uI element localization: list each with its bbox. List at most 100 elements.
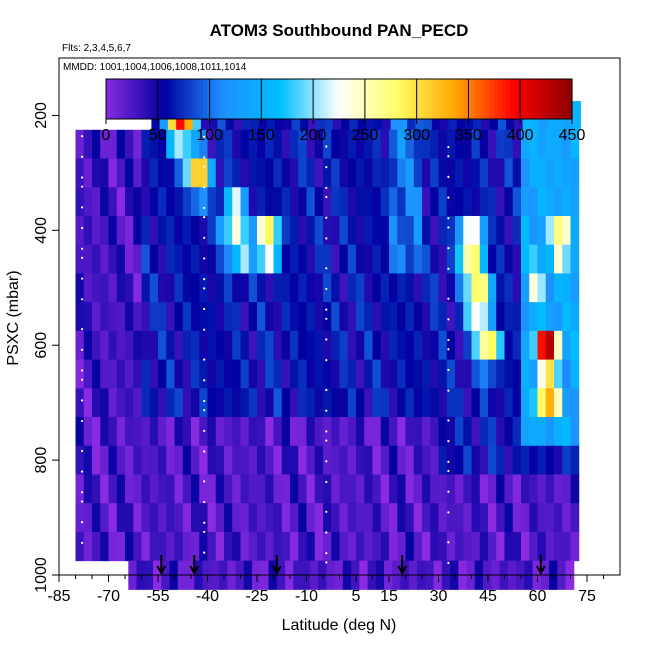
heatmap-cell [364,273,373,303]
heatmap-cell [298,187,307,217]
heatmap-cell [356,187,365,217]
colorbar-segment [459,79,464,119]
heatmap-cell [281,388,291,418]
colorbar-segment [533,79,538,119]
heatmap-cell [521,474,530,504]
heatmap-cell [356,474,365,504]
colorbar-segment [389,79,394,119]
heatmap-cell [356,531,365,562]
heatmap-cell [545,302,555,332]
heatmap-cell [413,273,423,303]
heatmap-cell [455,187,464,217]
heatmap-cell [562,417,571,447]
heatmap-cell [158,388,167,418]
heatmap-cell [430,244,439,274]
heatmap-cell [174,302,184,332]
heatmap-cell [422,330,431,361]
heatmap-cell [463,187,472,217]
heatmap-cell [149,474,159,504]
heatmap-cell [248,244,258,274]
heatmap-cell [331,417,340,447]
heatmap-cell [199,359,208,389]
colorbar-tick-label: 350 [455,127,482,144]
flight-track-point [81,500,84,503]
heatmap-cell [570,129,580,160]
heatmap-cell [471,273,481,303]
colorbar-segment [261,79,266,119]
heatmap-cell [471,417,481,447]
heatmap-cell [537,215,547,246]
heatmap-cell [298,474,307,504]
mmdd-label: MMDD: 1001,1004,1006,1008,1011,1014 [63,62,247,73]
heatmap-cell [554,273,563,303]
heatmap-cell [141,359,151,389]
heatmap-cell [331,445,340,475]
flight-track-point [325,439,328,442]
flight-track-point [325,237,328,240]
heatmap-cell [182,474,192,504]
flight-track-point [203,450,206,453]
heatmap-cell [149,445,159,475]
heatmap-cell [191,359,200,389]
heatmap-cell [83,417,93,447]
heatmap-cell [537,503,547,533]
heatmap-cell [331,158,340,188]
heatmap-cell [125,474,134,504]
colorbar-segment [125,79,130,119]
flight-track-point [447,247,450,250]
heatmap-cell [521,215,530,246]
heatmap-cell [306,273,316,303]
heatmap-cell [314,474,324,504]
heatmap-cell [455,129,464,160]
heatmap-cell [562,531,571,562]
heatmap-cell [496,359,505,389]
heatmap-cell [488,273,497,303]
heatmap-cell [496,273,505,303]
heatmap-cell [191,417,200,447]
heatmap-cell [141,388,151,418]
heatmap-cell [471,474,481,504]
heatmap-cell [405,158,415,188]
heatmap-cell [422,417,431,447]
heatmap-cell [166,158,175,188]
x-tick-label: 75 [578,588,596,605]
heatmap-cell [182,417,192,447]
colorbar-segment [300,79,305,119]
flight-track-point [447,196,450,199]
y-tick-label: 400 [33,217,50,244]
heatmap-cell [521,388,530,418]
heatmap-cell [108,330,118,361]
heatmap-cell [75,273,85,303]
heatmap-cell [75,503,85,533]
flight-track-point [81,449,84,453]
heatmap-cell [281,330,291,361]
heatmap-cell [306,445,316,475]
heatmap-cell [405,129,415,160]
heatmap-cell [174,244,184,274]
heatmap-cell [545,388,555,418]
heatmap-cell [240,474,250,504]
heatmap-cell [422,445,431,475]
colorbar-segment [144,79,150,119]
heatmap-cell [224,445,233,475]
heatmap-cell [149,244,159,274]
heatmap-cell [364,531,373,562]
heatmap-cell [265,531,274,562]
heatmap-cell [537,445,547,475]
heatmap-cell [422,244,431,274]
heatmap-cell [298,503,307,533]
flight-track-point [81,298,84,301]
heatmap-cell [347,388,357,418]
flight-track-point [81,470,84,473]
heatmap-cell [281,187,291,217]
flight-track-point [81,206,84,209]
heatmap-cell [545,244,555,274]
heatmap-cell [133,158,142,188]
heatmap-cell [389,244,398,274]
heatmap-cell [339,187,349,217]
x-tick-label: -55 [146,588,169,605]
heatmap-cell [438,302,448,332]
heatmap-cell [306,215,316,246]
colorbar-segment [428,79,433,119]
heatmap-cell [75,388,85,418]
